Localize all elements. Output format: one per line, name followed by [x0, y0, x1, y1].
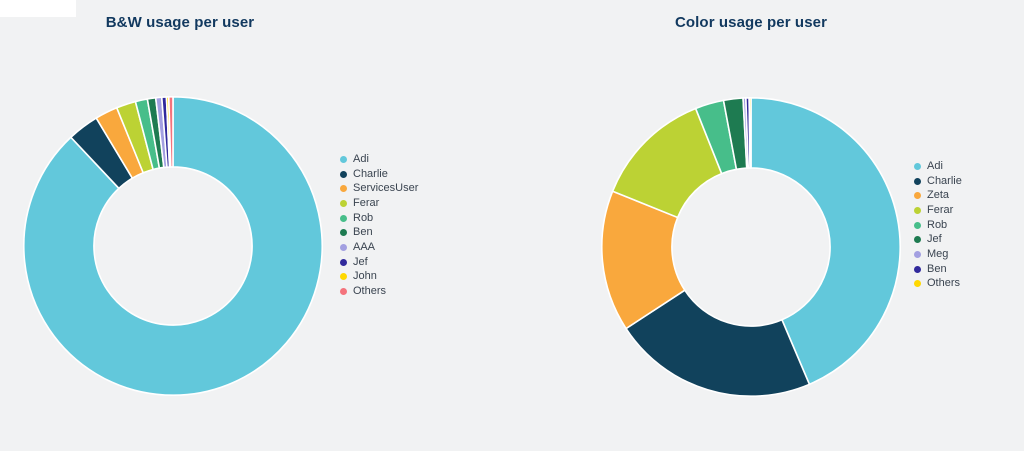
- legend-label: Charlie: [927, 174, 962, 187]
- legend-item-charlie[interactable]: Charlie: [340, 167, 418, 182]
- legend-label: Others: [353, 285, 387, 298]
- legend-swatch-icon: [340, 288, 347, 296]
- bw-chart-legend: Adi Charlie ServicesUser Ferar Rob Ben AAA Jef J…: [340, 152, 418, 299]
- donut-slice-charlie[interactable]: [624, 289, 811, 397]
- legend-label: Ben: [353, 226, 373, 239]
- legend-item-ben[interactable]: Ben: [340, 225, 418, 240]
- bw-donut-chart[interactable]: [22, 95, 324, 397]
- legend-item-servicesuser[interactable]: ServicesUser: [340, 181, 418, 196]
- legend-swatch-icon: [914, 206, 921, 214]
- legend-item-adi[interactable]: Adi: [340, 152, 418, 167]
- legend-swatch-icon: [340, 273, 347, 281]
- legend-label: Adi: [927, 159, 943, 172]
- legend-swatch-icon: [914, 162, 921, 170]
- legend-label: John: [353, 270, 377, 283]
- legend-label: Ferar: [927, 203, 954, 216]
- legend-swatch-icon: [914, 265, 921, 273]
- donut-slice-others[interactable]: [748, 96, 752, 169]
- legend-swatch-icon: [914, 250, 921, 258]
- legend-item-jef[interactable]: Jef: [914, 232, 962, 247]
- legend-label: Adi: [353, 152, 369, 165]
- legend-swatch-icon: [340, 243, 347, 251]
- legend-label: Ben: [927, 262, 947, 275]
- legend-item-aaa[interactable]: AAA: [340, 240, 418, 255]
- legend-swatch-icon: [914, 236, 921, 244]
- legend-swatch-icon: [914, 192, 921, 200]
- legend-item-others[interactable]: Others: [340, 284, 418, 299]
- legend-label: Others: [927, 277, 961, 290]
- legend-item-meg[interactable]: Meg: [914, 247, 962, 262]
- legend-item-ferar[interactable]: Ferar: [914, 203, 962, 218]
- legend-swatch-icon: [914, 280, 921, 288]
- legend-swatch-icon: [340, 155, 347, 163]
- legend-swatch-icon: [340, 229, 347, 237]
- legend-swatch-icon: [914, 177, 921, 185]
- legend-swatch-icon: [340, 214, 347, 222]
- legend-label: Charlie: [353, 167, 388, 180]
- legend-item-adi[interactable]: Adi: [914, 159, 962, 174]
- legend-swatch-icon: [340, 170, 347, 178]
- legend-item-rob[interactable]: Rob: [340, 211, 418, 226]
- legend-swatch-icon: [340, 258, 347, 266]
- legend-label: Jef: [353, 255, 368, 268]
- legend-item-others[interactable]: Others: [914, 277, 962, 292]
- legend-item-rob[interactable]: Rob: [914, 218, 962, 233]
- legend-item-ferar[interactable]: Ferar: [340, 196, 418, 211]
- legend-label: Jef: [927, 233, 942, 246]
- legend-label: Rob: [353, 211, 374, 224]
- donut-slice-adi[interactable]: [750, 96, 901, 386]
- legend-item-zeta[interactable]: Zeta: [914, 188, 962, 203]
- legend-item-john[interactable]: John: [340, 270, 418, 285]
- legend-item-jef[interactable]: Jef: [340, 255, 418, 270]
- legend-label: Ferar: [353, 196, 380, 209]
- legend-item-ben[interactable]: Ben: [914, 262, 962, 277]
- color-chart-legend: Adi Charlie Zeta Ferar Rob Jef Meg Ben Others: [914, 159, 962, 291]
- donut-slice-others[interactable]: [167, 95, 174, 168]
- legend-label: Meg: [927, 247, 949, 260]
- legend-swatch-icon: [914, 221, 921, 229]
- color-donut-chart[interactable]: [600, 96, 902, 398]
- legend-label: Rob: [927, 218, 948, 231]
- legend-label: AAA: [353, 240, 376, 253]
- bw-chart-title: B&W usage per user: [105, 14, 255, 31]
- legend-swatch-icon: [340, 185, 347, 193]
- legend-label: Zeta: [927, 189, 950, 202]
- legend-label: ServicesUser: [353, 182, 419, 195]
- window-corner-strip: [0, 0, 76, 17]
- legend-item-charlie[interactable]: Charlie: [914, 174, 962, 189]
- color-chart-title: Color usage per user: [674, 14, 828, 31]
- legend-swatch-icon: [340, 199, 347, 207]
- donut-slice-adi[interactable]: [23, 95, 323, 396]
